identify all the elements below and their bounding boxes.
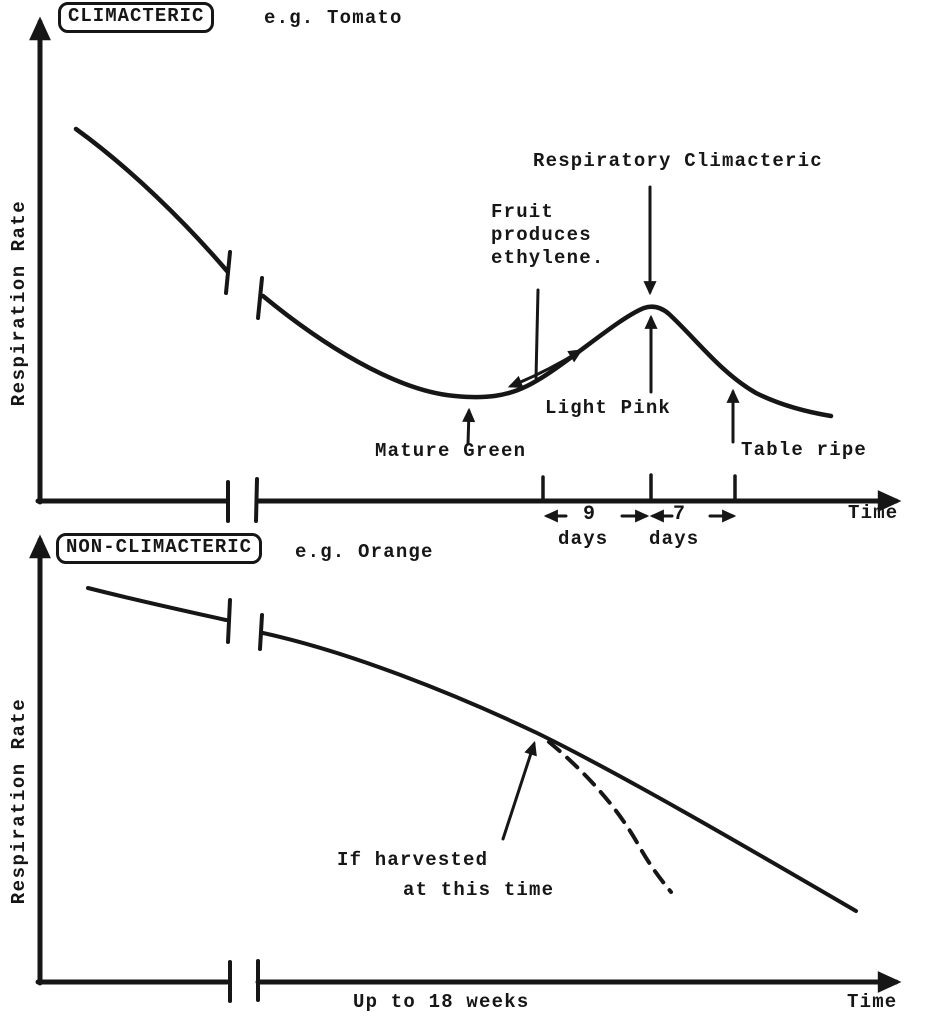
top-x-axis-break-tick-right bbox=[254, 477, 259, 523]
bottom-curve-before-break bbox=[86, 586, 228, 622]
top-curve-after-break bbox=[260, 293, 834, 419]
ethylene-pointer-line bbox=[534, 288, 540, 380]
bottom-y-axis-label: Respiration Rate bbox=[8, 697, 30, 905]
climacteric-title: CLIMACTERIC bbox=[58, 2, 215, 33]
top-curve-break-tick-left bbox=[224, 250, 232, 295]
top-curve-before-break bbox=[73, 126, 230, 274]
bottom-curve-break-tick-left bbox=[226, 598, 232, 644]
light-pink-label: Light Pink bbox=[545, 397, 672, 419]
top-curve-break-tick-right bbox=[256, 276, 264, 320]
non-climacteric-chart-lines bbox=[29, 534, 902, 1003]
bottom-curve-break-tick-right bbox=[258, 613, 264, 651]
mature-green-arrow bbox=[462, 407, 476, 446]
interval-9-value: 9 bbox=[583, 503, 597, 526]
climacteric-title-box: CLIMACTERIC bbox=[58, 2, 215, 33]
ethylene-label-line1: Fruit bbox=[491, 201, 555, 223]
harvest-label-line2: at this time bbox=[403, 879, 555, 901]
harvested-dashed-curve bbox=[547, 740, 673, 894]
duration-label: Up to 18 weeks bbox=[353, 991, 530, 1013]
ethylene-label-line2: produces bbox=[491, 224, 592, 246]
ethylene-label: Fruit produces ethylene. bbox=[491, 201, 604, 270]
table-ripe-label: Table ripe bbox=[741, 439, 868, 461]
interval-7-value: 7 bbox=[673, 503, 687, 526]
non-climacteric-title: NON-CLIMACTERIC bbox=[56, 533, 263, 564]
bottom-curve-after-break bbox=[261, 631, 858, 913]
respiratory-climacteric-label: Respiratory Climacteric bbox=[533, 150, 823, 172]
non-climacteric-title-box: NON-CLIMACTERIC bbox=[56, 533, 263, 564]
harvest-label-line1: If harvested bbox=[337, 849, 489, 871]
interval-9-unit: days bbox=[558, 528, 609, 550]
climacteric-example: e.g. Tomato bbox=[264, 7, 403, 29]
mature-green-label: Mature Green bbox=[375, 440, 527, 462]
non-climacteric-example: e.g. Orange bbox=[295, 541, 434, 563]
top-x-axis-label: Time bbox=[848, 502, 899, 524]
harvest-annotation-arrow bbox=[501, 740, 537, 841]
interval-7-unit: days bbox=[649, 528, 700, 550]
top-y-axis-label: Respiration Rate bbox=[8, 199, 30, 407]
bottom-x-axis-label: Time bbox=[847, 991, 898, 1013]
climacteric-chart-lines bbox=[29, 16, 902, 523]
ethylene-curved-double-arrow bbox=[507, 349, 583, 389]
ethylene-label-line3: ethylene. bbox=[491, 247, 605, 269]
